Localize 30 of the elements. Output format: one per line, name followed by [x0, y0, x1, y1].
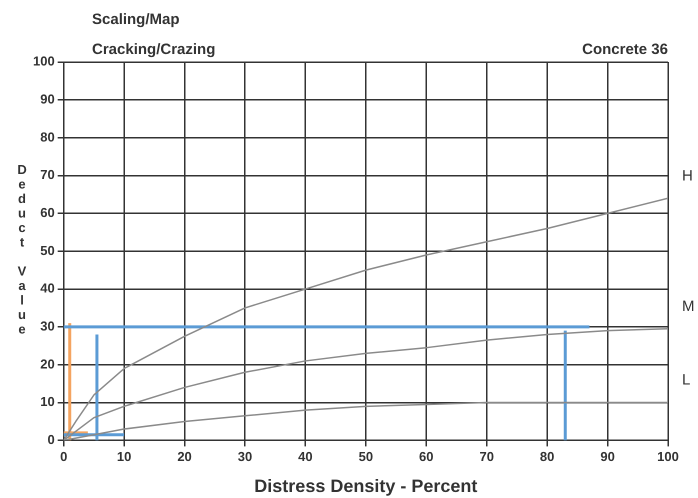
series-label: L — [682, 372, 690, 389]
text: Deduct Value — [17, 162, 27, 337]
x-tick-label: 100 — [657, 448, 679, 464]
chart-title: Scaling/Map — [92, 11, 180, 28]
y-tick-label: 100 — [32, 54, 55, 69]
x-tick-label: 80 — [540, 448, 554, 464]
y-tick-label: 40 — [40, 280, 55, 296]
y-tick-label: 30 — [40, 318, 55, 334]
x-tick-label: 70 — [479, 448, 494, 464]
x-tick-label: 0 — [60, 448, 68, 464]
x-tick-label: 30 — [238, 448, 252, 464]
x-tick-label: 10 — [116, 448, 132, 464]
x-tick-label: 90 — [600, 448, 615, 464]
y-tick-label: 20 — [40, 356, 55, 372]
chart-subtitle: Cracking/Crazing — [92, 41, 216, 58]
text: Concrete 36 — [582, 41, 668, 58]
y-tick-label: 70 — [40, 167, 55, 182]
y-tick-label: 60 — [40, 204, 55, 220]
y-tick-label: 0 — [47, 432, 55, 447]
x-axis-title: Distress Density - Percent — [254, 476, 478, 496]
y-tick-label: 80 — [40, 129, 55, 144]
y-tick-label: 50 — [40, 242, 55, 258]
series-label: M — [682, 298, 694, 315]
x-tick-label: 40 — [298, 448, 313, 464]
x-tick-label: 50 — [358, 448, 374, 464]
x-tick-label: 60 — [419, 448, 434, 464]
series-label: H — [682, 167, 693, 184]
x-tick-label: 20 — [177, 448, 192, 464]
y-tick-label: 10 — [40, 394, 55, 410]
y-tick-label: 90 — [40, 91, 55, 106]
